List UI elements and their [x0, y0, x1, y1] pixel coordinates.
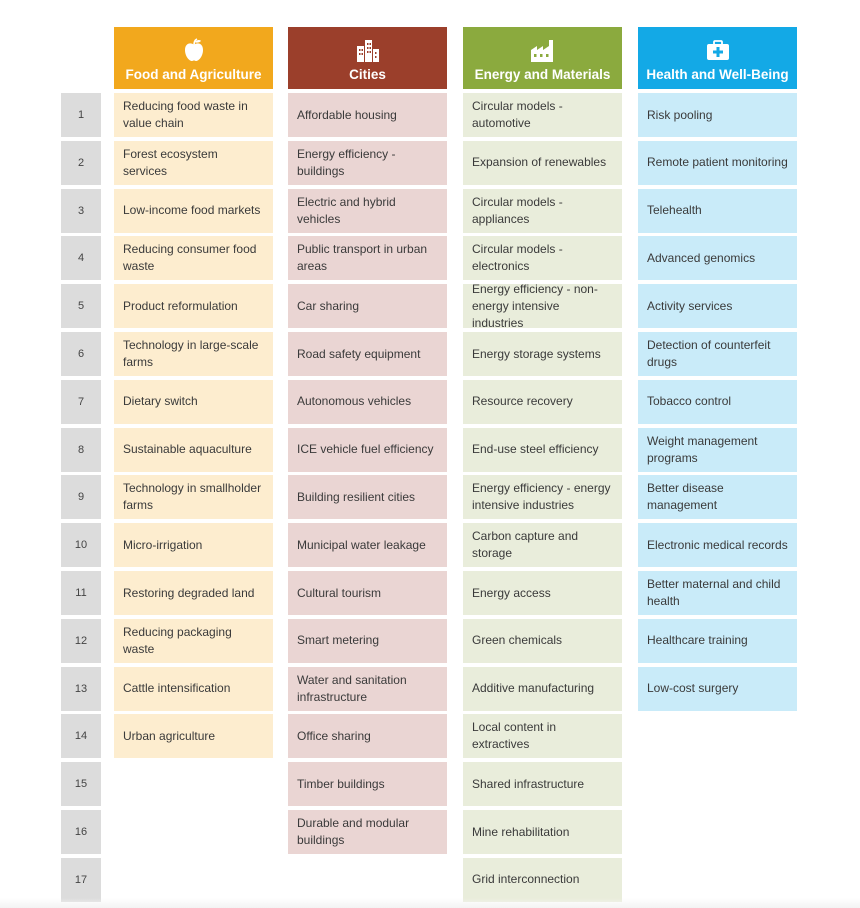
table-cell: Reducing food waste in value chain — [114, 93, 273, 137]
table-cell: Urban agriculture — [114, 714, 273, 759]
table-cell: Energy efficiency - energy intensive ind… — [463, 475, 622, 520]
table-cell: Expansion of renewables — [463, 140, 622, 185]
table-cell: Energy efficiency - buildings — [288, 140, 447, 185]
table-cell: Carbon capture and storage — [463, 523, 622, 568]
table-cell: Advanced genomics — [638, 236, 797, 281]
table-cell: Building resilient cities — [288, 475, 447, 520]
apple-icon — [114, 38, 273, 62]
table-cell: Grid interconnection — [463, 857, 622, 902]
row-number: 7 — [61, 379, 101, 424]
row-number: 9 — [61, 475, 101, 520]
row-number: 17 — [61, 857, 101, 902]
table-cell: Technology in smallholder farms — [114, 475, 273, 520]
table-cell: Cultural tourism — [288, 571, 447, 615]
table-cell: Affordable housing — [288, 93, 447, 137]
row-number: 5 — [61, 284, 101, 329]
table-cell: Better disease management — [638, 475, 797, 520]
table-cell: Durable and modular buildings — [288, 810, 447, 854]
row-number: 6 — [61, 332, 101, 376]
table-cell: Autonomous vehicles — [288, 379, 447, 424]
row-number: 8 — [61, 427, 101, 472]
table-cell: Dietary switch — [114, 379, 273, 424]
row-number: 11 — [61, 571, 101, 615]
table-cell: ICE vehicle fuel efficiency — [288, 427, 447, 472]
factory-icon — [463, 38, 622, 62]
table-cell: Energy access — [463, 571, 622, 615]
table-cell: Electronic medical records — [638, 523, 797, 568]
table-cell: Mine rehabilitation — [463, 810, 622, 854]
table-cell: Restoring degraded land — [114, 571, 273, 615]
bottom-fade — [0, 898, 860, 908]
table-cell: Low-cost surgery — [638, 666, 797, 711]
row-number: 14 — [61, 714, 101, 759]
table-cell: Office sharing — [288, 714, 447, 759]
table-cell: Electric and hybrid vehicles — [288, 188, 447, 233]
row-number: 4 — [61, 236, 101, 281]
table-cell: Detection of counterfeit drugs — [638, 332, 797, 376]
column-title: Energy and Materials — [474, 67, 611, 82]
row-number: 12 — [61, 618, 101, 663]
table-cell: Micro-irrigation — [114, 523, 273, 568]
table-cell: Circular models - automotive — [463, 93, 622, 137]
row-number: 1 — [61, 93, 101, 137]
table-cell: Timber buildings — [288, 762, 447, 807]
table-cell: Reducing packaging waste — [114, 618, 273, 663]
table-cell: Telehealth — [638, 188, 797, 233]
table-cell: Tobacco control — [638, 379, 797, 424]
column-header-city: Cities — [288, 27, 447, 89]
row-number: 3 — [61, 188, 101, 233]
table-cell: Reducing consumer food waste — [114, 236, 273, 281]
table-cell: Healthcare training — [638, 618, 797, 663]
table-cell: Local content in extractives — [463, 714, 622, 759]
table-cell: Shared infrastructure — [463, 762, 622, 807]
table-cell: Low-income food markets — [114, 188, 273, 233]
row-number: 15 — [61, 762, 101, 807]
table-cell: Better maternal and child health — [638, 571, 797, 615]
table-cell: Forest ecosystem services — [114, 140, 273, 185]
table-cell: Sustainable aquaculture — [114, 427, 273, 472]
table-cell: Car sharing — [288, 284, 447, 329]
row-number: 13 — [61, 666, 101, 711]
table-cell: Water and sanitation infrastructure — [288, 666, 447, 711]
medical-kit-icon — [638, 38, 797, 62]
table-cell: Weight management programs — [638, 427, 797, 472]
table-cell: Energy storage systems — [463, 332, 622, 376]
buildings-icon — [288, 38, 447, 62]
table-cell: Green chemicals — [463, 618, 622, 663]
table-cell: Product reformulation — [114, 284, 273, 329]
column-header-food: Food and Agriculture — [114, 27, 273, 89]
table-cell: Risk pooling — [638, 93, 797, 137]
table-cell: Remote patient monitoring — [638, 140, 797, 185]
row-number: 16 — [61, 810, 101, 854]
row-number: 2 — [61, 140, 101, 185]
table-cell: End-use steel efficiency — [463, 427, 622, 472]
table-cell: Energy efficiency - non-energy intensive… — [463, 282, 622, 330]
table-cell: Circular models - electronics — [463, 236, 622, 281]
column-title: Food and Agriculture — [125, 67, 262, 82]
column-header-health: Health and Well-Being — [638, 27, 797, 89]
table-cell: Circular models - appliances — [463, 188, 622, 233]
table-cell: Public transport in urban areas — [288, 236, 447, 281]
column-title: Cities — [349, 67, 386, 82]
table-cell: Municipal water leakage — [288, 523, 447, 568]
table-cell: Technology in large-scale farms — [114, 332, 273, 376]
column-title: Health and Well-Being — [646, 67, 789, 82]
table-cell: Road safety equipment — [288, 332, 447, 376]
column-header-energy: Energy and Materials — [463, 27, 622, 89]
row-number: 10 — [61, 523, 101, 568]
table-cell: Cattle intensification — [114, 666, 273, 711]
table-cell: Activity services — [638, 284, 797, 329]
table-cell: Resource recovery — [463, 379, 622, 424]
table-cell: Additive manufacturing — [463, 666, 622, 711]
table-cell: Smart metering — [288, 618, 447, 663]
